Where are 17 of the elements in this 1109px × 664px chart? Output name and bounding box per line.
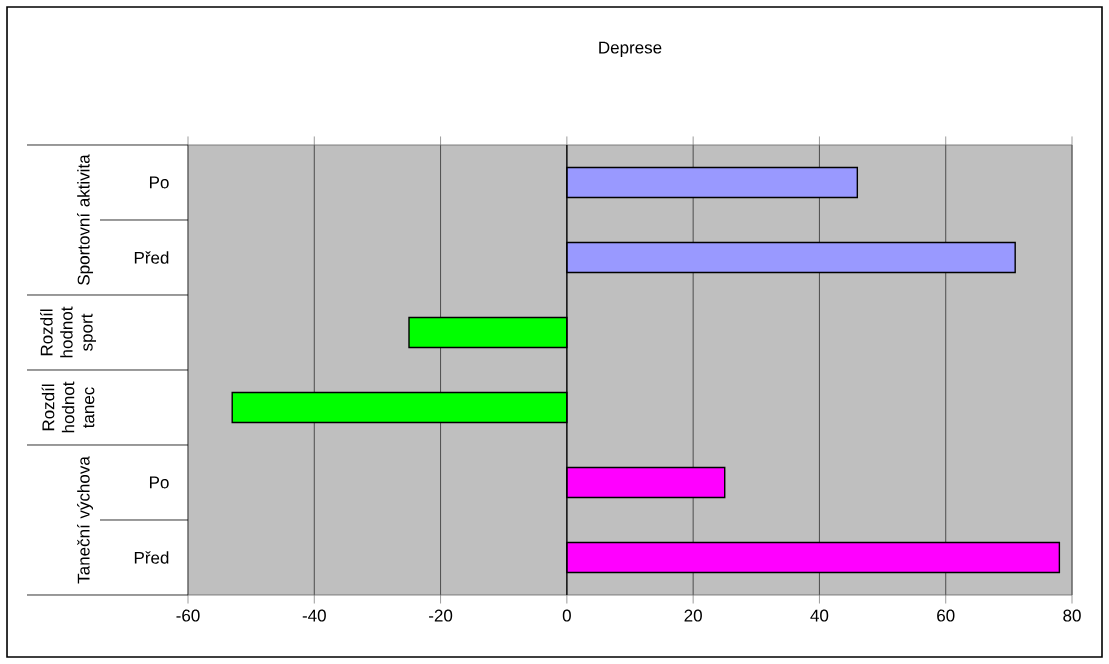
text: Sportovní aktivita [76,154,94,285]
text: Rozdíl hodnot tanec [41,381,95,433]
chart-title: Deprese [599,41,662,57]
x-tick-label: 80 [1063,609,1081,622]
x-tick-label: -20 [429,609,453,622]
text: Rozdíl hodnot sport [39,306,97,358]
x-tick-label: 20 [684,609,702,622]
y-tick-label: Před [134,251,169,264]
x-tick-label: 0 [562,609,571,622]
y-tick-label: Před [134,551,169,564]
x-tick-label: 60 [937,609,955,622]
x-tick-label: -40 [302,609,326,622]
x-tick-label: 40 [810,609,829,622]
x-tick-label: -60 [176,609,200,622]
text: Taneční výchova [76,456,94,584]
y-tick-label: Po [149,476,169,489]
y-tick-label: Po [149,176,169,189]
